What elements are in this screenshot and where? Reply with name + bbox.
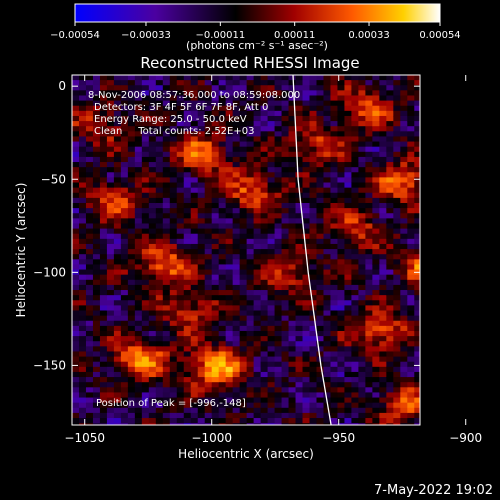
colorbar-units: (photons cm⁻² s⁻¹ asec⁻²): [186, 39, 328, 52]
peak-position-label: Position of Peak = [-996,-148]: [96, 398, 246, 409]
colorbar-tick-label: −0.00011: [195, 30, 245, 41]
y-tick-label: 0: [58, 79, 66, 93]
colorbar-tick-label: −0.00033: [121, 30, 171, 41]
y-tick-label: −150: [33, 358, 66, 372]
info-line-energy: Energy Range: 25.0 - 50.0 keV: [94, 114, 247, 125]
colorbar: [74, 3, 441, 23]
colorbar-tick-label: 0.00033: [348, 30, 389, 41]
info-line-time: 8-Nov-2006 08:57:36.000 to 08:59:08.000: [88, 90, 300, 101]
colorbar-tick-label: −0.00054: [50, 30, 100, 41]
x-tick-label: −1050: [64, 431, 105, 445]
chart-title: Reconstructed RHESSI Image: [140, 54, 359, 72]
colorbar-ticks: −0.00054 −0.00033 −0.00011 0.00011 0.00033 0.…: [50, 22, 461, 41]
y-tick-label: −100: [33, 265, 66, 279]
y-axis-ticks: 0 −50 −100 −150: [33, 79, 420, 372]
x-tick-label: −900: [449, 431, 482, 445]
plot-timestamp: 7-May-2022 19:02: [374, 483, 493, 498]
colorbar-tick-label: 0.00011: [274, 30, 315, 41]
info-line-clean: Clean Total counts: 2.52E+03: [94, 126, 254, 137]
y-tick-label: −50: [41, 172, 66, 186]
x-axis-label: Heliocentric X (arcsec): [178, 447, 314, 461]
x-tick-label: −1000: [191, 431, 232, 445]
colorbar-tick-label: 0.00054: [419, 30, 460, 41]
info-line-detectors: Detectors: 3F 4F 5F 6F 7F 8F, Att 0: [94, 102, 268, 113]
x-tick-label: −950: [322, 431, 355, 445]
solar-limb-line: [292, 75, 332, 425]
y-axis-label: Heliocentric Y (arcsec): [14, 183, 28, 318]
heatmap-image: [72, 75, 420, 425]
x-axis-ticks: −1050 −1000 −950 −900: [64, 75, 482, 445]
plot-frame: [71, 74, 421, 426]
